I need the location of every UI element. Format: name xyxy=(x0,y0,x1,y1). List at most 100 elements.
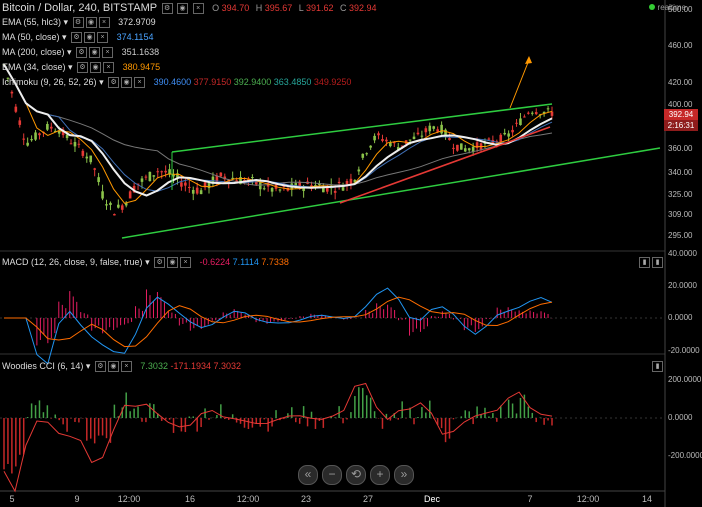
settings-icon[interactable]: ⚙ xyxy=(94,361,106,373)
candle xyxy=(270,188,274,192)
indicator-ichimoku[interactable]: Ichimoku (9, 26, 52, 26) ▾ ⚙ ◉ × 390.4600 … xyxy=(2,77,352,89)
collapse-icon[interactable]: ▮ xyxy=(652,257,663,268)
settings-icon[interactable]: ⚙ xyxy=(77,62,89,74)
close-icon[interactable]: × xyxy=(97,32,109,44)
visibility-icon[interactable]: ◉ xyxy=(90,62,102,74)
last-price-tag: 392.94 xyxy=(664,109,698,120)
visibility-icon[interactable]: ◉ xyxy=(84,32,96,44)
macd-axis-label: -20.0000 xyxy=(668,346,700,355)
candle xyxy=(467,148,471,151)
close-icon[interactable]: × xyxy=(134,77,146,89)
close-icon[interactable]: × xyxy=(103,62,115,74)
arrow-annotation[interactable] xyxy=(509,59,530,109)
settings-icon[interactable]: ⚙ xyxy=(76,47,88,59)
symbol-title[interactable]: Bitcoin / Dollar, 240, BITSTAMP xyxy=(2,2,158,14)
visibility-icon[interactable]: ◉ xyxy=(85,17,97,29)
channel-upper-line[interactable] xyxy=(171,103,553,153)
candle xyxy=(530,112,534,114)
candle xyxy=(452,147,455,149)
candle xyxy=(184,182,187,186)
candle xyxy=(81,150,85,156)
settings-icon[interactable]: ⚙ xyxy=(108,77,120,89)
candle xyxy=(10,91,14,94)
countdown-tag: 2:16:31 xyxy=(664,120,698,131)
candle xyxy=(448,137,451,141)
candle xyxy=(144,176,148,178)
indicator-ma50[interactable]: MA (50, close) ▾ ⚙ ◉ × 374.1154 xyxy=(2,32,154,44)
candle xyxy=(428,125,432,132)
close-value: 392.94 xyxy=(349,3,377,13)
candle xyxy=(534,112,538,115)
candle xyxy=(278,189,282,191)
candle xyxy=(515,122,518,124)
zoom-out-button[interactable]: − xyxy=(322,465,342,485)
close-icon[interactable]: × xyxy=(180,257,192,269)
candle xyxy=(333,190,337,193)
candle xyxy=(353,179,357,183)
visibility-icon[interactable]: ◉ xyxy=(167,257,179,269)
collapse-icon[interactable]: ▮ xyxy=(652,361,663,372)
candle xyxy=(136,183,140,185)
indicator-ema55[interactable]: EMA (55, hlc3) ▾ ⚙ ◉ × 372.9709 xyxy=(2,17,156,29)
cci-header[interactable]: Woodies CCI (6, 14) ▾ ⚙ ◉ × 7.3032 -171.19… xyxy=(2,361,242,373)
close-icon[interactable]: × xyxy=(102,47,114,59)
candle xyxy=(223,176,227,180)
time-axis-label: 14 xyxy=(641,494,653,504)
close-icon[interactable]: × xyxy=(98,17,110,29)
candle xyxy=(456,144,459,151)
arrow-head xyxy=(525,56,532,64)
candle xyxy=(247,178,250,182)
macd-header[interactable]: MACD (12, 26, close, 9, false, true) ▾ ⚙… xyxy=(2,257,289,269)
time-axis-label: Dec xyxy=(423,494,441,504)
price-axis-label: 325.00 xyxy=(668,190,693,199)
low-value: 391.62 xyxy=(305,3,334,13)
candle xyxy=(219,172,223,177)
time-axis-label: 9 xyxy=(74,494,80,504)
candle xyxy=(203,182,207,188)
reset-chart-button[interactable]: ⟲ xyxy=(346,465,366,485)
indicator-ema34[interactable]: EMA (34, close) ▾ ⚙ ◉ × 380.9475 xyxy=(2,62,161,74)
candle xyxy=(187,186,191,188)
macd-axis-label: 40.0000 xyxy=(668,249,697,258)
chart-header: Bitcoin / Dollar, 240, BITSTAMP ⚙ ◉ × O … xyxy=(2,2,377,15)
scroll-left-button[interactable]: « xyxy=(298,465,318,485)
settings-icon[interactable]: ⚙ xyxy=(161,3,173,15)
candle xyxy=(199,190,203,195)
candle xyxy=(117,204,120,208)
candle xyxy=(369,145,372,148)
candle xyxy=(507,133,510,137)
candle xyxy=(195,187,199,194)
candle xyxy=(6,77,10,79)
cci-axis-label: -200.0000 xyxy=(668,451,702,460)
open-value: 394.70 xyxy=(221,3,250,13)
visibility-icon[interactable]: ◉ xyxy=(177,3,189,15)
close-icon[interactable]: × xyxy=(120,361,132,373)
trend-line[interactable] xyxy=(339,126,551,204)
visibility-icon[interactable]: ◉ xyxy=(89,47,101,59)
candle xyxy=(412,136,416,140)
visibility-icon[interactable]: ◉ xyxy=(107,361,119,373)
indicator-ma200[interactable]: MA (200, close) ▾ ⚙ ◉ × 351.1638 xyxy=(2,47,160,59)
settings-icon[interactable]: ⚙ xyxy=(72,17,84,29)
candle xyxy=(18,120,22,125)
candle xyxy=(357,169,361,172)
zoom-in-button[interactable]: + xyxy=(370,465,390,485)
candle xyxy=(361,153,365,158)
channel-lower-line[interactable] xyxy=(121,147,661,239)
time-axis-label: 12:00 xyxy=(576,494,600,504)
scroll-right-button[interactable]: » xyxy=(394,465,414,485)
close-icon[interactable]: × xyxy=(192,3,204,15)
candle xyxy=(239,177,242,185)
settings-icon[interactable]: ⚙ xyxy=(71,32,83,44)
price-axis-label: 295.00 xyxy=(668,231,693,240)
candle xyxy=(164,170,167,173)
settings-icon[interactable]: ⚙ xyxy=(154,257,166,269)
visibility-icon[interactable]: ◉ xyxy=(121,77,133,89)
candle xyxy=(341,187,345,191)
candle xyxy=(160,171,163,173)
candle xyxy=(176,173,179,179)
maximize-icon[interactable]: ▮ xyxy=(639,257,650,268)
candle xyxy=(416,132,420,135)
candle xyxy=(503,132,506,135)
